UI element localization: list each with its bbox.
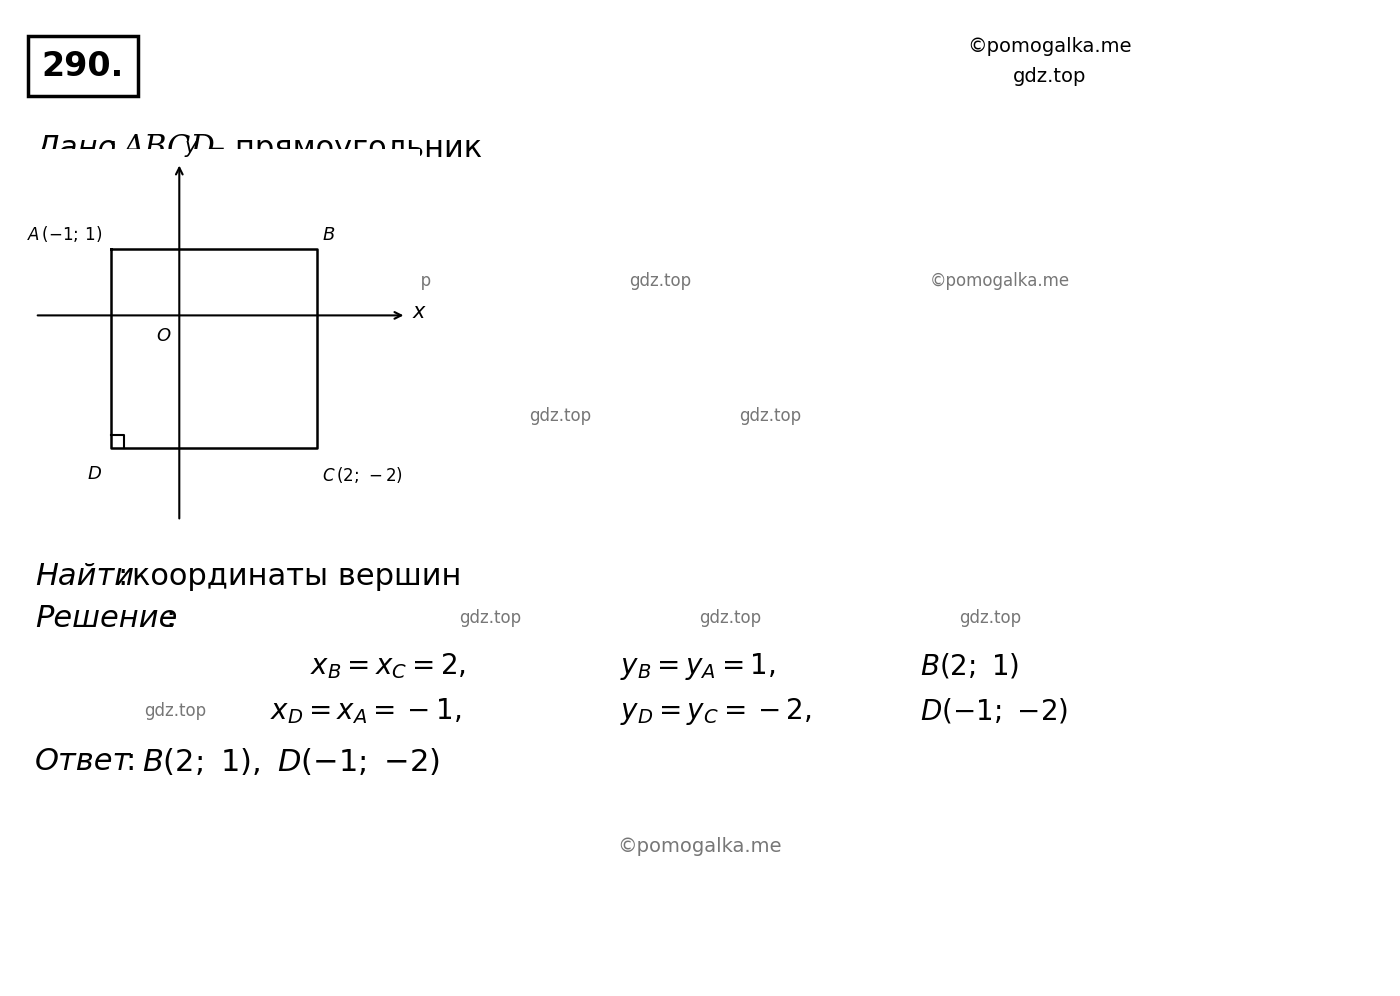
Text: :: : — [125, 746, 136, 776]
Text: :: : — [118, 562, 127, 591]
Text: $x$: $x$ — [412, 302, 427, 322]
Text: $D(-1;\ {-2})$: $D(-1;\ {-2})$ — [920, 696, 1068, 725]
Text: $B(2;\ 1),\ D(-1;\ {-2})$: $B(2;\ 1),\ D(-1;\ {-2})$ — [141, 745, 440, 777]
Text: $y_D = y_C = -2,$: $y_D = y_C = -2,$ — [620, 695, 812, 726]
Text: 290.: 290. — [42, 50, 125, 83]
Text: $x_B = x_C = 2,$: $x_B = x_C = 2,$ — [309, 651, 466, 681]
Text: gdz.top: gdz.top — [699, 609, 762, 627]
Text: Решение: Решение — [35, 604, 178, 632]
Text: координаты вершин: координаты вершин — [132, 562, 462, 591]
Text: ABCD: ABCD — [122, 132, 214, 163]
Text: :: : — [165, 604, 175, 632]
Text: gdz.top: gdz.top — [459, 609, 521, 627]
Text: $O$: $O$ — [155, 328, 171, 346]
Text: gdz.top: gdz.top — [629, 272, 692, 290]
Text: $A\,(-1;\,1)$: $A\,(-1;\,1)$ — [27, 224, 102, 244]
Text: $C\,(2;\,-2)$: $C\,(2;\,-2)$ — [322, 465, 403, 485]
Text: ©pomogalka.me: ©pomogalka.me — [930, 272, 1070, 290]
Text: gdz.top: gdz.top — [529, 407, 591, 425]
Text: ©pomogalka.me: ©pomogalka.me — [967, 37, 1133, 56]
Text: $B$: $B$ — [322, 226, 336, 244]
Text: $x_D = x_A = -1,$: $x_D = x_A = -1,$ — [270, 696, 462, 726]
Text: $D$: $D$ — [87, 465, 102, 483]
Text: $y$: $y$ — [185, 139, 199, 159]
Text: gdz.top: gdz.top — [125, 197, 186, 215]
Text: gdz.top: gdz.top — [370, 272, 431, 290]
Text: ©pomogalka.me: ©pomogalka.me — [617, 837, 783, 856]
Text: :: : — [106, 133, 118, 162]
Text: gdz.top: gdz.top — [739, 407, 801, 425]
FancyBboxPatch shape — [28, 36, 139, 96]
Text: $B(2;\ 1)$: $B(2;\ 1)$ — [920, 651, 1019, 680]
Text: Дано: Дано — [35, 133, 116, 162]
Text: gdz.top: gdz.top — [199, 407, 260, 425]
Text: gdz.top: gdz.top — [144, 702, 206, 720]
Text: – прямоугольник: – прямоугольник — [210, 133, 482, 162]
Text: $y_B = y_A = 1,$: $y_B = y_A = 1,$ — [620, 650, 776, 681]
Text: Ответ: Ответ — [35, 746, 132, 776]
Text: gdz.top: gdz.top — [959, 609, 1021, 627]
Text: gdz.top: gdz.top — [1014, 67, 1086, 86]
Text: Найти: Найти — [35, 562, 134, 591]
